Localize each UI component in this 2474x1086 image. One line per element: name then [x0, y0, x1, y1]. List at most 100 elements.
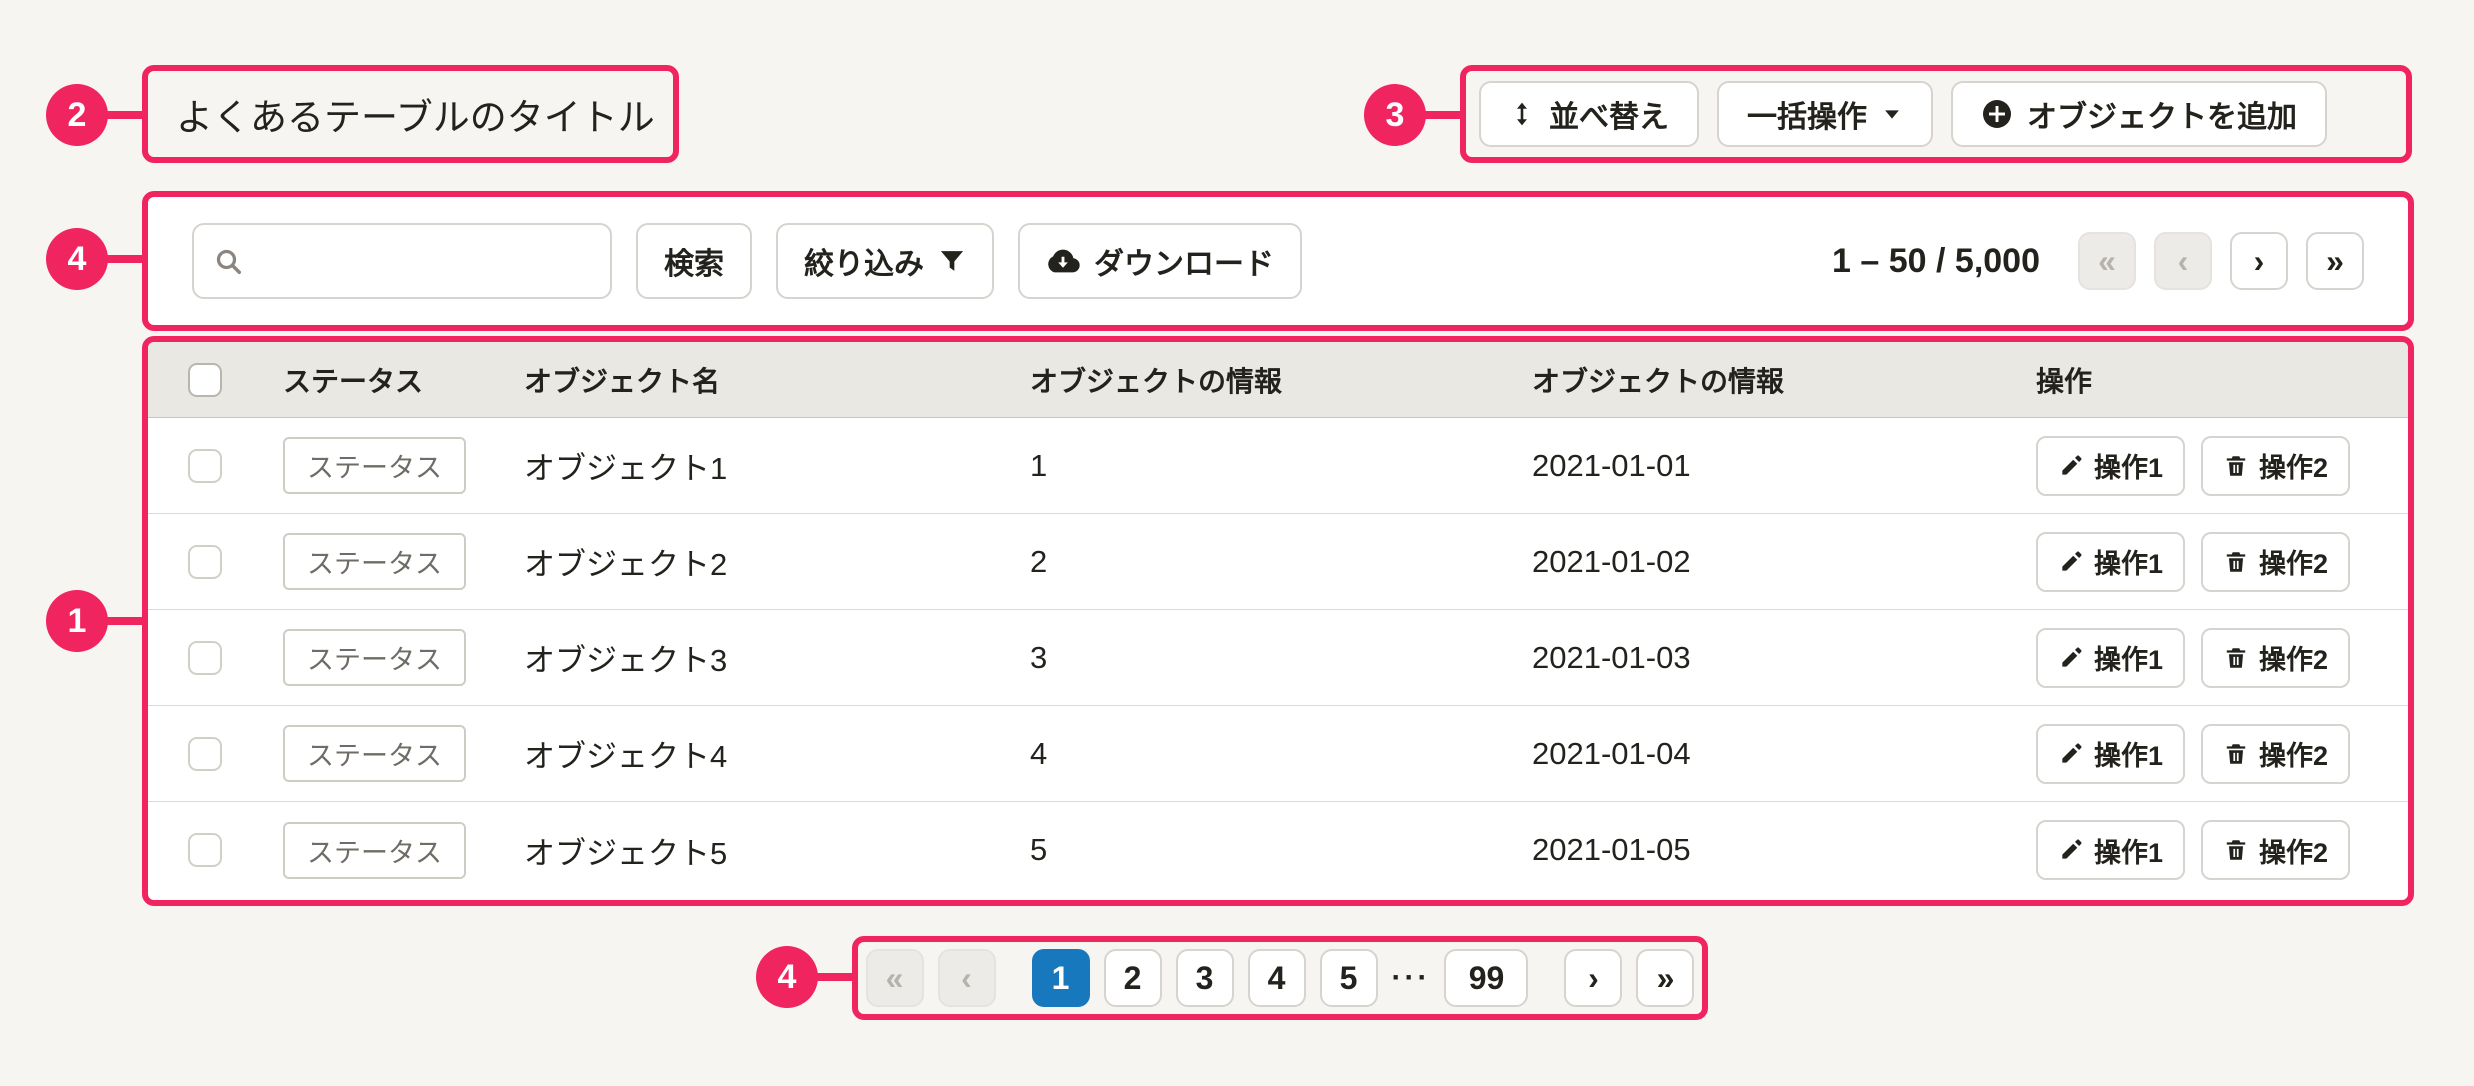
- row-checkbox[interactable]: [188, 544, 222, 579]
- pagination-ellipsis: ···: [1391, 961, 1431, 994]
- row-action2-button[interactable]: 操作2: [2201, 820, 2351, 880]
- row-action2-button[interactable]: 操作2: [2201, 723, 2351, 784]
- row-action2-button[interactable]: 操作2: [2201, 435, 2351, 496]
- object-info2: 2021-01-05: [1532, 832, 1691, 867]
- object-name: オブジェクト1: [524, 451, 728, 486]
- row-checkbox[interactable]: [188, 640, 222, 675]
- pagination-prev-button[interactable]: ‹: [937, 949, 996, 1007]
- row-action2-label: 操作2: [2259, 837, 2329, 868]
- table-row: ステータス オブジェクト5 5 2021-01-05 操作1 操作2: [148, 802, 2408, 898]
- annotation-connector-table: [104, 617, 146, 625]
- row-action2-button[interactable]: 操作2: [2201, 627, 2351, 688]
- row-checkbox[interactable]: [188, 833, 222, 867]
- object-table: ステータス オブジェクト名 オブジェクトの情報 オブジェクトの情報 操作 ステー…: [142, 336, 2414, 906]
- row-action2-label: 操作2: [2259, 453, 2329, 483]
- row-action1-button[interactable]: 操作1: [2036, 435, 2186, 496]
- download-button-label: ダウンロード: [1094, 248, 1274, 281]
- annotation-marker-table: 1: [46, 590, 108, 652]
- trash-icon: [2226, 743, 2246, 764]
- row-action2-label: 操作2: [2259, 645, 2329, 675]
- table-row: ステータス オブジェクト2 2 2021-01-02 操作1 操作2: [148, 514, 2408, 610]
- filter-button-label: 絞り込み: [804, 248, 924, 281]
- row-action1-button[interactable]: 操作1: [2036, 627, 2186, 688]
- annotation-connector-actions: [1422, 111, 1464, 119]
- row-action2-label: 操作2: [2259, 741, 2329, 771]
- annotation-marker-toolbar: 4: [46, 228, 108, 290]
- status-badge: ステータス: [283, 533, 466, 590]
- object-info2: 2021-01-04: [1532, 735, 1691, 771]
- object-name: オブジェクト4: [524, 739, 728, 774]
- pagination-page-1[interactable]: 1: [1031, 949, 1090, 1007]
- pagination-last-button[interactable]: »: [1636, 949, 1695, 1007]
- trash-icon: [2226, 647, 2246, 668]
- annotation-marker-pagination: 4: [756, 946, 818, 1008]
- annotation-marker-title: 2: [46, 84, 108, 146]
- first-page-button[interactable]: «: [2078, 232, 2136, 290]
- column-header-name: オブジェクト名: [524, 365, 721, 397]
- row-action2-label: 操作2: [2259, 549, 2329, 579]
- column-header-info2: オブジェクトの情報: [1532, 365, 1785, 397]
- add-object-button[interactable]: オブジェクトを追加: [1951, 81, 2327, 147]
- pagination-first-button[interactable]: «: [865, 949, 924, 1007]
- next-page-button[interactable]: ›: [2230, 232, 2288, 290]
- row-checkbox[interactable]: [188, 736, 222, 771]
- status-badge: ステータス: [283, 629, 466, 686]
- download-icon: [1048, 249, 1080, 273]
- pagination-next-button[interactable]: ›: [1564, 949, 1623, 1007]
- pagination-page-3[interactable]: 3: [1175, 949, 1234, 1007]
- download-button[interactable]: ダウンロード: [1018, 223, 1302, 299]
- table-title-section: よくあるテーブルのタイトル: [142, 65, 679, 163]
- status-badge: ステータス: [283, 437, 466, 494]
- trash-icon: [2226, 551, 2246, 572]
- add-icon: [1983, 100, 2011, 128]
- filter-button[interactable]: 絞り込み: [776, 223, 994, 299]
- bulk-actions-button-label: 一括操作: [1747, 101, 1867, 134]
- object-info1: 3: [1030, 639, 1048, 675]
- pencil-icon: [2062, 550, 2082, 571]
- object-info1: 5: [1030, 832, 1048, 867]
- caret-down-icon: [1885, 110, 1899, 119]
- object-info2: 2021-01-02: [1532, 543, 1691, 579]
- pagination-section: « ‹ 1 2 3 4 5 ··· 99 › »: [852, 936, 1708, 1020]
- pagination-page-4[interactable]: 4: [1247, 949, 1306, 1007]
- object-info1: 4: [1030, 735, 1048, 771]
- object-info2: 2021-01-01: [1532, 447, 1691, 483]
- search-icon: [216, 249, 241, 274]
- row-action1-button[interactable]: 操作1: [2036, 531, 2186, 592]
- pencil-icon: [2062, 454, 2082, 475]
- pagination-page-2[interactable]: 2: [1103, 949, 1162, 1007]
- last-page-button[interactable]: »: [2306, 232, 2364, 290]
- select-all-checkbox[interactable]: [188, 362, 222, 397]
- page-title: よくあるテーブルのタイトル: [176, 97, 655, 138]
- pagination-page-99[interactable]: 99: [1444, 949, 1529, 1007]
- search-button[interactable]: 検索: [636, 223, 752, 299]
- object-name: オブジェクト5: [524, 835, 728, 871]
- sort-button[interactable]: 並べ替え: [1479, 81, 1699, 147]
- pencil-icon: [2062, 742, 2082, 763]
- row-action1-label: 操作1: [2094, 837, 2164, 868]
- sort-icon: [1517, 102, 1527, 126]
- row-action1-button[interactable]: 操作1: [2036, 820, 2186, 880]
- row-action2-button[interactable]: 操作2: [2201, 531, 2351, 592]
- table-row: ステータス オブジェクト4 4 2021-01-04 操作1 操作2: [148, 706, 2408, 802]
- table-toolbar-section: 検索 絞り込み ダウンロード 1 – 50 / 5,000 « ‹ › »: [142, 191, 2414, 331]
- trash-icon: [2226, 840, 2246, 860]
- header-actions-section: 並べ替え 一括操作 オブジェクトを追加: [1460, 65, 2412, 163]
- bulk-actions-button[interactable]: 一括操作: [1717, 81, 1933, 147]
- row-checkbox[interactable]: [188, 448, 222, 483]
- row-action1-label: 操作1: [2094, 549, 2164, 579]
- status-badge: ステータス: [283, 725, 466, 782]
- object-info2: 2021-01-03: [1532, 639, 1691, 675]
- row-action1-button[interactable]: 操作1: [2036, 723, 2186, 784]
- pagination-page-5[interactable]: 5: [1319, 949, 1378, 1007]
- column-header-info1: オブジェクトの情報: [1030, 365, 1283, 397]
- object-info1: 1: [1030, 447, 1048, 483]
- object-name: オブジェクト3: [524, 643, 728, 678]
- add-object-button-label: オブジェクトを追加: [2027, 101, 2297, 134]
- row-action1-label: 操作1: [2094, 453, 2164, 483]
- prev-page-button[interactable]: ‹: [2154, 232, 2212, 290]
- trash-icon: [2226, 455, 2246, 476]
- status-badge: ステータス: [283, 821, 466, 879]
- column-header-actions: 操作: [2036, 365, 2093, 397]
- search-input[interactable]: [192, 223, 612, 299]
